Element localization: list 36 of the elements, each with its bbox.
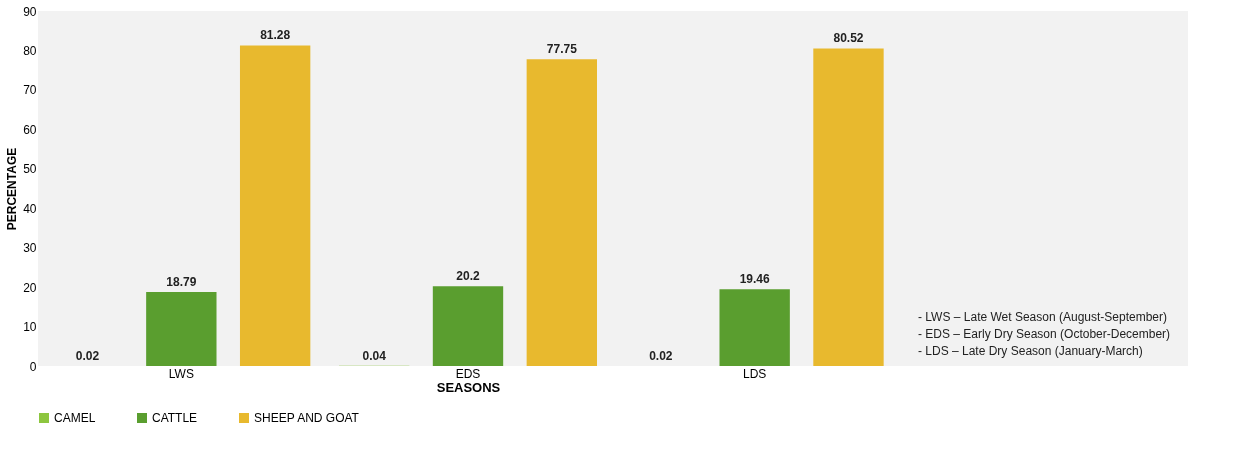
data-label: 18.79: [166, 274, 197, 289]
y-tick-label: 90: [23, 4, 37, 19]
y-tick-label: 60: [23, 122, 37, 137]
data-label: 77.75: [546, 42, 578, 57]
legend-label: SHEEP AND GOAT: [254, 411, 360, 425]
data-label: 19.46: [739, 272, 771, 287]
y-tick-label: 80: [23, 43, 37, 58]
y-tick-label: 0: [29, 359, 37, 374]
y-tick-label: 40: [23, 201, 37, 216]
data-label: 81.28: [260, 28, 291, 43]
y-tick-label: 20: [23, 280, 37, 295]
y-tick-label: 70: [23, 83, 37, 98]
x-axis-title: SEASONS: [436, 379, 501, 395]
x-tick-label: LDS: [742, 366, 767, 381]
legend-label: CATTLE: [152, 411, 198, 425]
bar: [813, 48, 884, 366]
text: - LDS – Late Dry Season (January-March): [918, 344, 1143, 358]
text: - LWS – Late Wet Season (August-September): [918, 310, 1168, 324]
data-label: 0.02: [649, 348, 673, 363]
y-axis-title: PERCENTAGE: [5, 147, 20, 231]
data-label: 20.2: [456, 269, 480, 284]
y-tick-label: 30: [23, 241, 37, 256]
x-tick-label: LWS: [168, 366, 194, 381]
bar: [146, 291, 217, 366]
bar: [719, 289, 790, 366]
data-label: 80.52: [833, 31, 864, 46]
data-label: 0.02: [75, 348, 100, 363]
text: - EDS – Early Dry Season (October-December): [918, 327, 1171, 341]
bar: [526, 59, 597, 366]
data-label: 0.04: [362, 348, 387, 363]
legend-label: CAMEL: [54, 411, 96, 425]
y-tick-label: 10: [23, 320, 37, 335]
bar: [432, 286, 504, 366]
bar: [239, 45, 311, 366]
y-tick-label: 50: [23, 162, 37, 177]
x-tick-label: EDS: [455, 366, 481, 381]
